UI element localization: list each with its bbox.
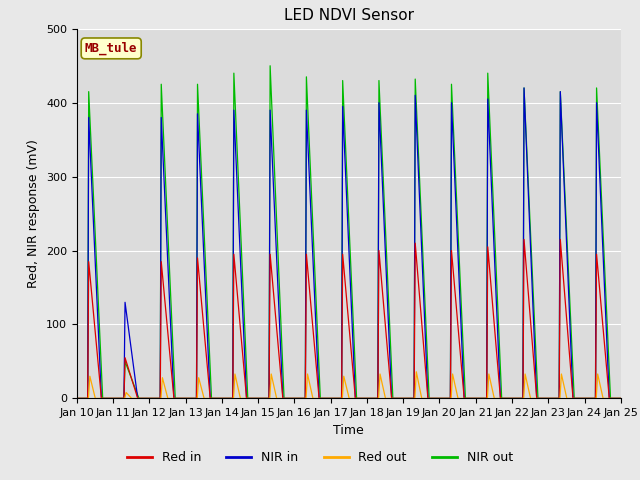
Red in xyxy=(73,396,81,401)
Red out xyxy=(73,396,81,401)
Red out xyxy=(412,369,420,375)
NIR in xyxy=(424,394,431,399)
NIR out xyxy=(615,396,623,401)
NIR out xyxy=(276,312,284,318)
Red in xyxy=(276,369,284,375)
NIR in xyxy=(184,396,191,401)
Red in xyxy=(424,395,431,400)
Red in xyxy=(520,237,528,242)
X-axis label: Time: Time xyxy=(333,424,364,437)
NIR out xyxy=(266,63,274,69)
NIR out xyxy=(501,396,509,401)
Y-axis label: Red, NIR response (mV): Red, NIR response (mV) xyxy=(28,139,40,288)
NIR out xyxy=(189,396,197,401)
Red out xyxy=(617,396,625,401)
Red in xyxy=(501,396,509,401)
NIR in xyxy=(501,396,509,401)
Line: NIR in: NIR in xyxy=(77,88,621,398)
Red out xyxy=(424,396,431,401)
Red out xyxy=(276,396,284,401)
NIR out xyxy=(424,367,431,373)
Legend: Red in, NIR in, Red out, NIR out: Red in, NIR in, Red out, NIR out xyxy=(122,446,518,469)
Red out xyxy=(189,396,197,401)
Text: MB_tule: MB_tule xyxy=(85,42,138,55)
Title: LED NDVI Sensor: LED NDVI Sensor xyxy=(284,9,414,24)
Red out xyxy=(184,396,191,401)
Red in xyxy=(615,396,623,401)
NIR in xyxy=(276,343,284,348)
Line: NIR out: NIR out xyxy=(77,66,621,398)
Line: Red in: Red in xyxy=(77,240,621,398)
NIR out xyxy=(184,396,191,401)
Line: Red out: Red out xyxy=(77,372,621,398)
NIR in xyxy=(615,396,623,401)
NIR out xyxy=(73,396,81,401)
Red in xyxy=(189,396,197,401)
Red out xyxy=(501,396,509,401)
NIR out xyxy=(617,396,625,401)
NIR in xyxy=(73,396,81,401)
NIR in xyxy=(189,396,197,401)
Red out xyxy=(615,396,623,401)
NIR in xyxy=(617,396,625,401)
Red in xyxy=(617,396,625,401)
NIR in xyxy=(520,85,528,91)
Red in xyxy=(184,396,191,401)
